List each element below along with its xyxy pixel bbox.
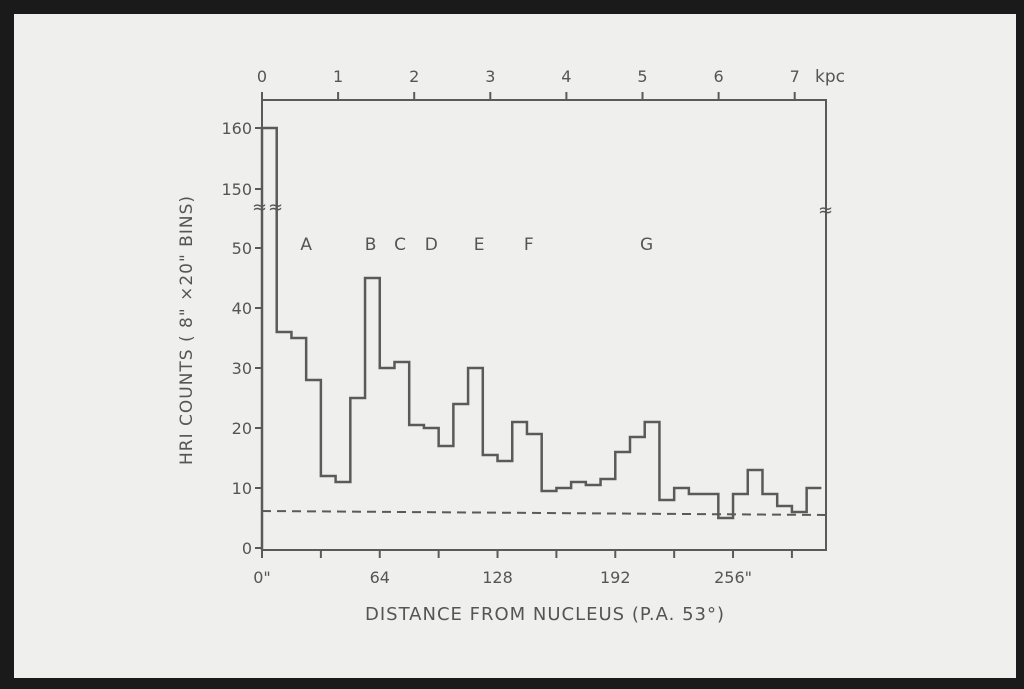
feature-label: D bbox=[425, 235, 438, 255]
paper bbox=[14, 14, 1016, 678]
x-tick-label: 192 bbox=[600, 568, 631, 587]
feature-label: A bbox=[300, 235, 312, 255]
top-tick-label: 6 bbox=[714, 67, 724, 86]
background-level-line bbox=[261, 510, 827, 516]
top-tick-label: 4 bbox=[561, 67, 571, 86]
top-tick-label: 2 bbox=[409, 67, 419, 86]
y-axis-label: HRI COUNTS ( 8" ×20" BINS) bbox=[177, 195, 197, 465]
axis-break-icon: ≈ bbox=[818, 200, 833, 221]
top-axis-unit: kpc bbox=[815, 67, 845, 87]
y-tick-label: 150 bbox=[221, 180, 252, 199]
top-tick-label: 7 bbox=[790, 67, 800, 86]
axis-break-icon: ≈ bbox=[252, 197, 267, 218]
y-tick-label: 160 bbox=[221, 119, 252, 138]
x-tick-label: 128 bbox=[482, 568, 513, 587]
feature-label: C bbox=[394, 235, 406, 255]
y-tick-label: 30 bbox=[232, 359, 252, 378]
top-tick-label: 3 bbox=[485, 67, 495, 86]
y-tick-label: 40 bbox=[232, 299, 252, 318]
top-tick-label: 1 bbox=[333, 67, 343, 86]
feature-label: G bbox=[640, 235, 653, 255]
x-tick-label: 0" bbox=[253, 568, 271, 587]
x-tick-label: 256" bbox=[714, 568, 752, 587]
y-tick-label: 10 bbox=[232, 479, 252, 498]
top-tick-label: 5 bbox=[637, 67, 647, 86]
top-tick-label: 0 bbox=[257, 67, 267, 86]
feature-label: E bbox=[474, 235, 485, 255]
feature-label: F bbox=[524, 235, 534, 255]
x-tick-label: 64 bbox=[370, 568, 390, 587]
y-tick-label: 20 bbox=[232, 419, 252, 438]
x-axis-label: DISTANCE FROM NUCLEUS (P.A. 53°) bbox=[365, 604, 725, 625]
feature-label: B bbox=[365, 235, 377, 255]
y-tick-label: 0 bbox=[242, 539, 252, 558]
y-tick-label: 50 bbox=[232, 239, 252, 258]
histogram-line bbox=[260, 126, 822, 550]
